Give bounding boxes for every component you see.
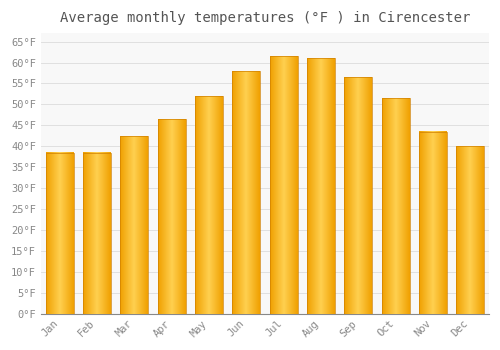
Bar: [195, 96, 223, 314]
Bar: [158, 119, 186, 314]
Bar: [344, 77, 372, 314]
Bar: [120, 136, 148, 314]
Bar: [382, 98, 409, 314]
Bar: [83, 153, 111, 314]
Bar: [419, 132, 447, 314]
Bar: [307, 58, 335, 314]
Title: Average monthly temperatures (°F ) in Cirencester: Average monthly temperatures (°F ) in Ci…: [60, 11, 470, 25]
Bar: [270, 56, 297, 314]
Bar: [232, 71, 260, 314]
Bar: [46, 153, 74, 314]
Bar: [456, 146, 484, 314]
